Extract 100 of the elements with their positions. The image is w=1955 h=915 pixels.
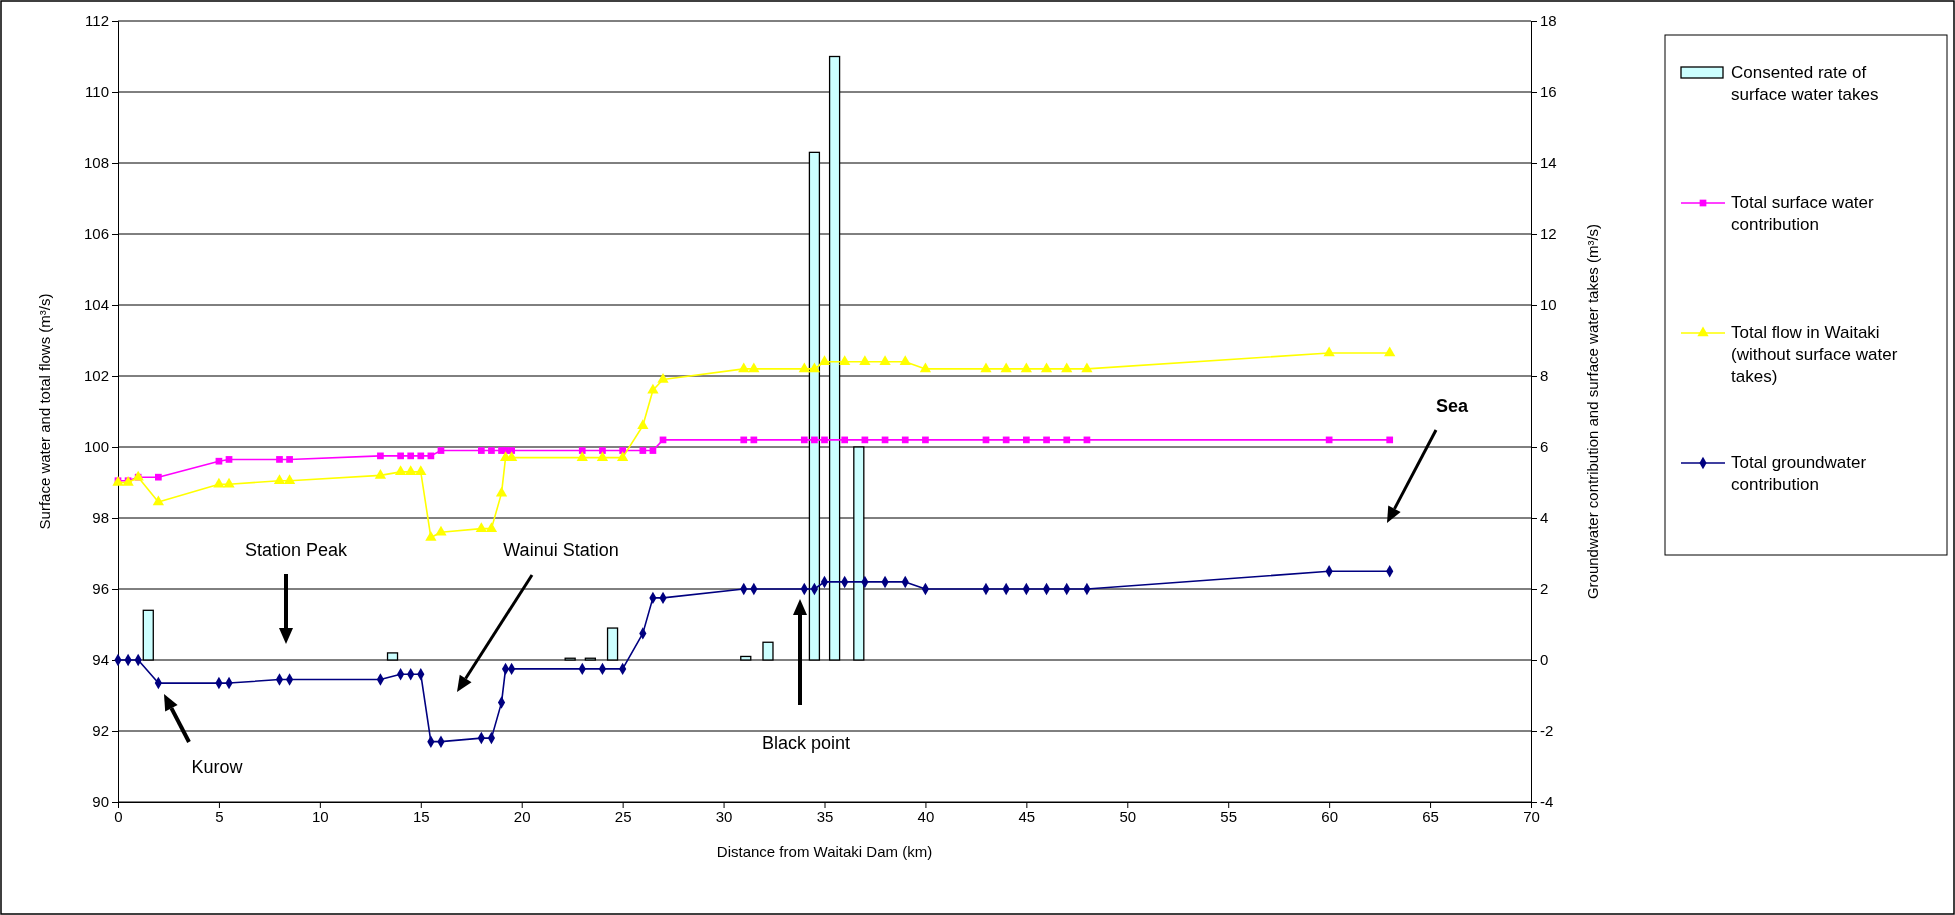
y2-tick-label: 6 [1540, 438, 1549, 456]
x-tick-label: 10 [312, 807, 329, 825]
point [576, 451, 588, 461]
y2-tick-label: 14 [1540, 154, 1557, 172]
y-tick-label: 100 [83, 438, 109, 456]
point [647, 383, 659, 394]
point [437, 447, 445, 454]
point [1043, 436, 1050, 444]
point [1000, 362, 1012, 373]
point [649, 447, 657, 454]
y-tick-label: 90 [92, 793, 109, 811]
y-tick-label: 112 [85, 12, 109, 30]
point [922, 436, 929, 444]
y2-tick-label: -4 [1540, 793, 1554, 811]
point [740, 436, 748, 444]
point [405, 465, 417, 476]
y-tick-label: 108 [83, 154, 109, 172]
y2-tick-label: 10 [1540, 296, 1557, 314]
point [435, 525, 447, 536]
y2-tick-label: 16 [1540, 83, 1557, 101]
x-tick-label: 70 [1523, 807, 1540, 825]
point [1081, 362, 1093, 373]
point [919, 362, 932, 373]
point [1002, 436, 1010, 444]
y2-tick-label: 12 [1540, 225, 1557, 243]
y-axis-title: Surface water and total flows (m³/s) [36, 293, 53, 530]
x-axis-title: Distance from Waitaki Dam (km) [716, 843, 933, 860]
point [225, 456, 233, 463]
point [283, 474, 296, 484]
point [750, 436, 758, 444]
point [155, 473, 162, 481]
point [1386, 436, 1394, 444]
x-tick-label: 20 [513, 807, 531, 825]
x-tick-label: 30 [715, 807, 733, 825]
y-tick-label: 106 [83, 225, 109, 243]
point [1040, 362, 1053, 373]
annotation: Station Peak [244, 539, 349, 560]
point [377, 452, 384, 460]
point [417, 452, 425, 460]
point [738, 362, 750, 373]
y-tick-label: 98 [92, 509, 109, 527]
point [808, 362, 821, 373]
point [273, 474, 286, 484]
x-tick-label: 60 [1321, 807, 1338, 825]
point [152, 495, 165, 506]
y2-tick-label: 8 [1540, 367, 1549, 385]
point [394, 465, 407, 476]
legend-label: Total flow in Waitaki (without surface water takes) [1731, 323, 1898, 387]
point [425, 531, 437, 541]
point [811, 436, 818, 444]
x-tick-label: 65 [1422, 807, 1439, 825]
y2-axis-title: Groundwater contribution and surface water takes (m³/s) [1584, 223, 1601, 600]
point [899, 355, 911, 366]
y-tick-label: 104 [83, 296, 109, 314]
point [407, 452, 415, 460]
x-tick-label: 35 [816, 807, 834, 825]
point [475, 522, 487, 532]
point [800, 436, 808, 444]
point [821, 436, 828, 444]
x-tick-label: 5 [215, 807, 224, 825]
annotation: Wainui Station [503, 539, 619, 560]
point [879, 355, 891, 366]
point [215, 457, 223, 465]
point [901, 436, 909, 444]
annotation: Kurow [191, 756, 244, 777]
legend-label: Total surface water contribution [1731, 193, 1875, 235]
point [1023, 436, 1030, 444]
point [1063, 436, 1071, 444]
point [1384, 346, 1396, 357]
point [1323, 346, 1335, 357]
y-tick-label: 96 [92, 580, 109, 598]
point [495, 486, 508, 497]
point [397, 452, 404, 460]
point [841, 436, 849, 444]
point [485, 522, 498, 532]
y2-tick-label: 18 [1540, 12, 1557, 30]
point [637, 419, 649, 429]
legend-label: Consented rate of surface water takes [1731, 63, 1879, 105]
point [818, 355, 831, 366]
legend-label: Total groundwater contribution [1731, 453, 1867, 495]
annotation: Sea [1435, 395, 1469, 416]
y-tick-label: 92 [92, 722, 109, 740]
point [859, 355, 871, 366]
y-tick-label: 110 [85, 83, 109, 101]
point [213, 477, 225, 488]
x-tick-label: 50 [1119, 807, 1137, 825]
y2-tick-label: 0 [1540, 651, 1549, 669]
point [798, 362, 810, 373]
point [477, 447, 485, 454]
x-tick-label: 45 [1018, 807, 1036, 825]
point [617, 451, 629, 461]
point [374, 468, 387, 479]
x-tick-label: 55 [1220, 807, 1238, 825]
x-tick-label: 0 [114, 807, 123, 825]
x-tick-label: 40 [917, 807, 935, 825]
point [596, 451, 609, 461]
x-tick-label: 15 [412, 807, 430, 825]
y-tick-label: 102 [83, 367, 109, 385]
annotation: Black point [761, 732, 851, 753]
y2-tick-label: 4 [1540, 509, 1549, 527]
